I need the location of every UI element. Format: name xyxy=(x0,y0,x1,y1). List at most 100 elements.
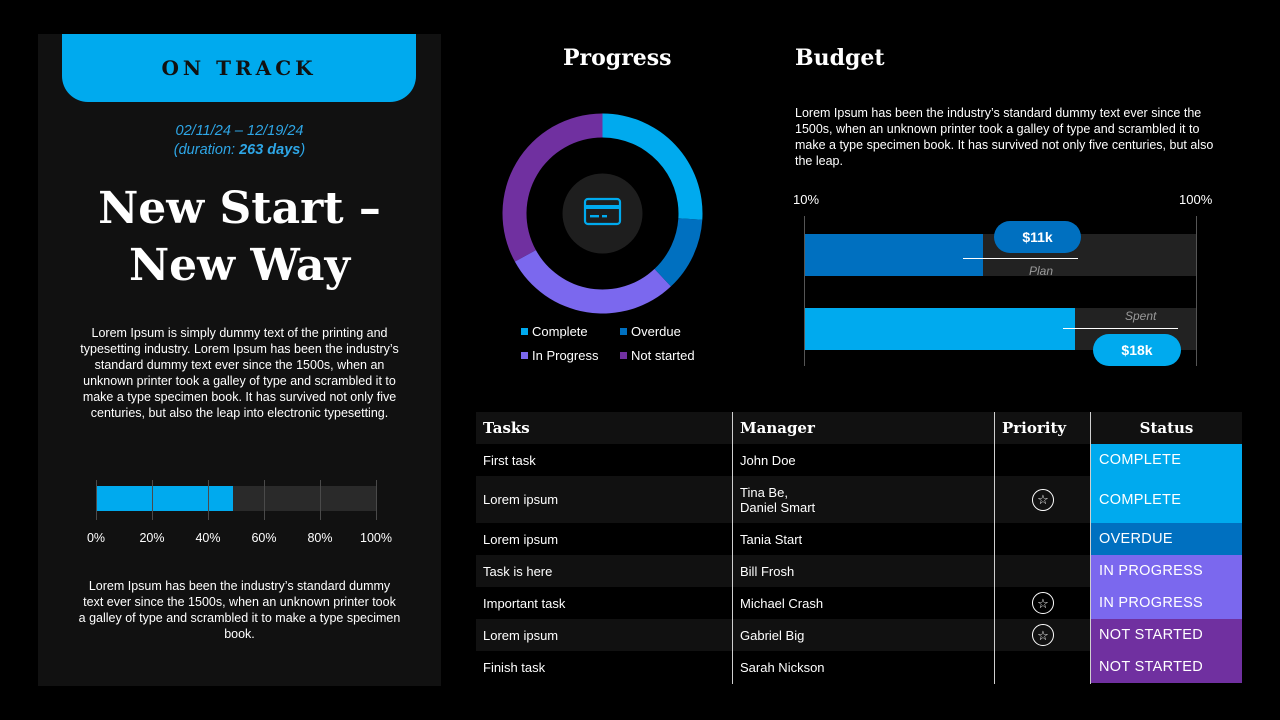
task-priority: ☆ xyxy=(995,476,1091,523)
description-paragraph: Lorem Ipsum is simply dummy text of the … xyxy=(80,326,399,420)
star-icon: ☆ xyxy=(1032,488,1054,511)
donut-segment-in-progress xyxy=(514,250,671,314)
column-divider xyxy=(732,412,733,684)
star-icon: ☆ xyxy=(1032,624,1054,646)
table-row[interactable]: Important task Michael Crash ☆ IN PROGRESS xyxy=(476,587,1242,619)
status-badge: IN PROGRESS xyxy=(1091,587,1242,619)
task-name: Lorem ipsum xyxy=(483,531,559,547)
budget-grid-line xyxy=(1196,216,1197,366)
task-priority: ☆ xyxy=(995,587,1091,619)
plan-value-badge: $11k xyxy=(994,221,1081,253)
legend-label: Not started xyxy=(631,348,695,363)
task-priority xyxy=(995,444,1091,476)
progress-title: Progress xyxy=(563,45,672,71)
budget-axis-min: 10% xyxy=(793,192,820,207)
plan-caption-line xyxy=(963,258,1078,259)
status-banner: ON TRACK xyxy=(62,34,416,102)
donut-center xyxy=(562,173,643,254)
legend-item-complete: Complete xyxy=(521,324,588,339)
status-badge: IN PROGRESS xyxy=(1091,555,1242,587)
progress-tick-label: 60% xyxy=(251,531,277,545)
duration: (duration: 263 days) xyxy=(38,142,441,158)
overall-progress-bar xyxy=(96,480,377,520)
task-name: First task xyxy=(483,452,536,468)
progress-tick-label: 20% xyxy=(139,531,165,545)
summary-panel: ON TRACK 02/11/24 – 12/19/24 (duration: … xyxy=(38,34,441,686)
progress-tick-label: 80% xyxy=(307,531,333,545)
header-manager: Manager xyxy=(740,419,815,437)
task-name: Task is here xyxy=(483,563,553,579)
table-row[interactable]: Lorem ipsum Gabriel Big ☆ NOT STARTED xyxy=(476,619,1242,651)
spent-caption: Spent xyxy=(1125,309,1157,323)
header-tasks: Tasks xyxy=(483,419,530,437)
spent-value: $18k xyxy=(1121,342,1153,358)
status-badge: COMPLETE xyxy=(1091,476,1242,523)
credit-card-icon xyxy=(583,197,622,226)
table-row[interactable]: Finish task Sarah Nickson NOT STARTED xyxy=(476,651,1242,683)
header-priority: Priority xyxy=(1002,419,1067,437)
legend-label: Overdue xyxy=(631,324,681,339)
task-name: Important task xyxy=(483,595,566,611)
status-badge: NOT STARTED xyxy=(1091,651,1242,683)
budget-paragraph: Lorem Ipsum has been the industry’s stan… xyxy=(795,106,1214,168)
task-priority xyxy=(995,651,1091,683)
date-range: 02/11/24 – 12/19/24 xyxy=(175,123,304,139)
task-priority xyxy=(995,555,1091,587)
column-divider xyxy=(994,412,995,684)
status-badge: COMPLETE xyxy=(1091,444,1242,476)
project-title-line2: New Way xyxy=(128,240,351,291)
task-name: Finish task xyxy=(483,659,546,675)
legend-item-in-progress: In Progress xyxy=(521,348,598,363)
manager-name: Tina Be, xyxy=(740,484,788,500)
task-manager: Bill Frosh xyxy=(740,563,795,579)
table-row[interactable]: Task is here Bill Frosh IN PROGRESS xyxy=(476,555,1242,587)
task-manager: John Doe xyxy=(740,452,796,468)
donut-segment-not-started xyxy=(502,113,603,262)
duration-suffix: ) xyxy=(300,142,306,158)
progress-grid-line xyxy=(152,480,153,520)
legend-label: Complete xyxy=(532,324,588,339)
task-manager: Tania Start xyxy=(740,531,803,547)
task-name: Lorem ipsum xyxy=(483,492,559,507)
plan-caption: Plan xyxy=(1029,264,1054,278)
status-banner-label: ON TRACK xyxy=(161,56,317,80)
header-status: Status xyxy=(1139,419,1194,437)
legend-item-not-started: Not started xyxy=(620,348,695,363)
duration-value: 263 days xyxy=(239,142,301,158)
manager-name: Daniel Smart xyxy=(740,499,816,515)
task-priority: ☆ xyxy=(995,619,1091,651)
duration-prefix: (duration: xyxy=(173,142,240,158)
plan-value: $11k xyxy=(1022,229,1053,245)
progress-fill xyxy=(96,486,234,511)
spent-bar-fill xyxy=(805,308,1075,350)
secondary-paragraph: Lorem Ipsum has been the industry’s stan… xyxy=(78,579,401,641)
progress-donut-chart xyxy=(502,113,703,314)
progress-tick-label: 100% xyxy=(360,531,392,545)
table-header-row: Tasks Manager Priority Status xyxy=(476,412,1242,444)
table-row[interactable]: First task John Doe COMPLETE xyxy=(476,444,1242,476)
plan-bar-fill xyxy=(805,234,983,276)
task-manager: Tina Be, Daniel Smart xyxy=(733,476,995,523)
project-title-line1: New Start – xyxy=(98,183,381,234)
task-priority xyxy=(995,523,1091,555)
column-divider xyxy=(1090,412,1091,684)
star-icon: ☆ xyxy=(1032,592,1054,614)
legend-swatch xyxy=(620,352,627,359)
status-badge: NOT STARTED xyxy=(1091,619,1242,651)
table-row[interactable]: Lorem ipsum Tania Start OVERDUE xyxy=(476,523,1242,555)
task-name: Lorem ipsum xyxy=(483,627,559,643)
status-badge: OVERDUE xyxy=(1091,523,1242,555)
task-manager: Michael Crash xyxy=(740,595,824,611)
spent-value-badge: $18k xyxy=(1093,334,1181,366)
progress-grid-line xyxy=(320,480,321,520)
progress-grid-line xyxy=(208,480,209,520)
budget-grid-line xyxy=(804,216,805,366)
task-manager: Gabriel Big xyxy=(740,627,805,643)
budget-title: Budget xyxy=(795,45,885,71)
legend-item-overdue: Overdue xyxy=(620,324,681,339)
progress-grid-line xyxy=(376,480,377,520)
task-manager: Sarah Nickson xyxy=(740,659,825,675)
table-row[interactable]: Lorem ipsum Tina Be, Daniel Smart ☆ COMPLETE xyxy=(476,476,1242,523)
donut-segment-complete xyxy=(602,113,703,220)
donut-segment-overdue xyxy=(654,218,703,287)
